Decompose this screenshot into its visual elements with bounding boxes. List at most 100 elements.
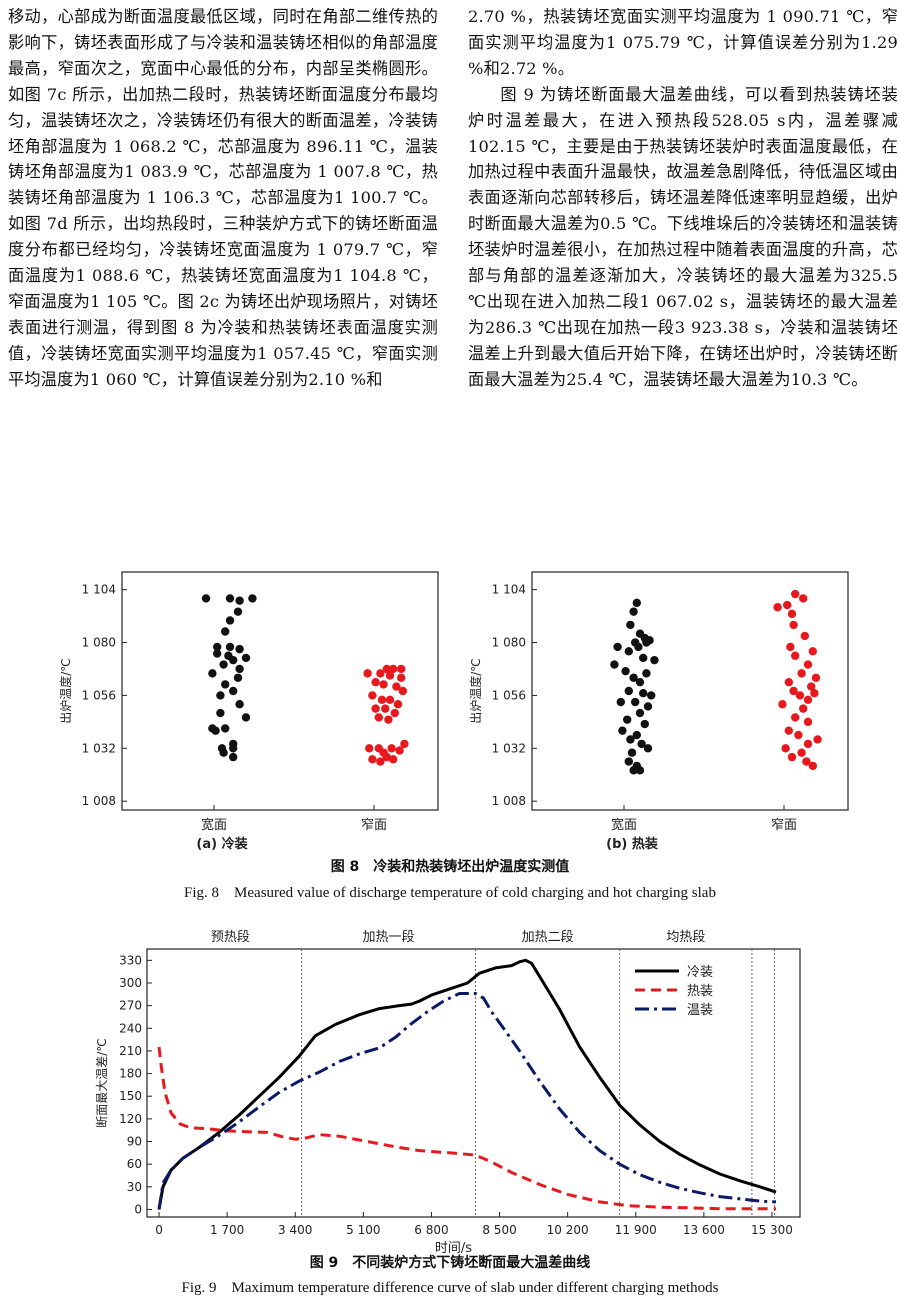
- data-point: [225, 642, 235, 652]
- right-text-column: 2.70 %，热装铸坯宽面实测平均温度为 1 090.71 ℃，窄面实测平均温度…: [468, 4, 898, 393]
- x-tick-label: 1 700: [210, 1223, 244, 1237]
- y-tick-label: 90: [127, 1135, 142, 1149]
- fig9-caption-zh: 图 9 不同装炉方式下铸坯断面最大温差曲线: [309, 1255, 591, 1271]
- data-point: [235, 596, 244, 605]
- y-axis-label: 出炉温度/℃: [58, 658, 73, 724]
- data-point: [797, 748, 806, 757]
- data-point: [803, 660, 813, 669]
- data-point: [389, 664, 398, 674]
- data-point: [397, 664, 406, 674]
- y-tick-label: 1 104: [82, 583, 116, 597]
- data-point: [395, 746, 404, 755]
- data-point: [385, 671, 395, 680]
- data-point: [787, 609, 797, 619]
- data-point: [225, 616, 235, 625]
- fig9-line-chart: 预热段 加热一段 加热二段 均热段 0 30 60 90 120 150 180 210 240 270 3…: [94, 930, 801, 1254]
- data-point: [629, 766, 638, 775]
- data-point: [621, 666, 630, 676]
- x-tick-label: 宽面: [201, 817, 227, 833]
- data-point: [786, 642, 795, 652]
- y-tick-label: 1 032: [82, 741, 116, 755]
- data-point: [643, 744, 653, 753]
- data-point: [799, 594, 808, 603]
- data-point: [813, 735, 822, 744]
- data-point: [778, 700, 787, 709]
- data-point: [368, 691, 377, 700]
- data-point: [229, 655, 238, 665]
- data-point: [808, 761, 817, 771]
- data-point: [384, 715, 393, 724]
- data-point: [229, 752, 238, 762]
- data-point: [398, 686, 407, 696]
- data-point: [807, 682, 816, 691]
- data-point: [624, 757, 633, 766]
- y-tick-label: 1 008: [492, 794, 526, 808]
- data-point: [216, 708, 225, 718]
- data-point: [225, 594, 235, 603]
- x-tick-label: 窄面: [771, 817, 797, 833]
- data-point: [635, 677, 645, 687]
- y-tick-label: 1 056: [492, 688, 526, 702]
- x-axis-label: 时间/s: [435, 1241, 472, 1254]
- data-point: [791, 713, 800, 722]
- y-tick-label: 1 104: [492, 583, 526, 597]
- stage-label: 加热一段: [363, 930, 415, 945]
- data-point: [248, 594, 257, 603]
- stage-label: 加热二段: [522, 930, 574, 945]
- data-point: [387, 744, 396, 753]
- data-point: [235, 700, 244, 709]
- data-point: [803, 739, 813, 749]
- paragraph: 图 9 为铸坯断面最大温差曲线，可以看到热装铸坯装炉时温差最大，在进入预热段52…: [468, 84, 898, 389]
- data-point: [400, 739, 409, 749]
- data-point: [208, 669, 217, 678]
- data-point: [783, 600, 792, 610]
- data-point: [784, 677, 793, 687]
- plot-frame: [121, 571, 439, 811]
- data-point: [629, 607, 638, 616]
- data-point: [221, 680, 230, 689]
- data-point: [791, 589, 800, 599]
- stage-label: 均热段: [666, 930, 705, 945]
- data-point: [624, 647, 633, 656]
- data-point: [211, 726, 220, 735]
- x-tick-label: 13 600: [683, 1223, 725, 1237]
- data-point: [623, 715, 632, 724]
- data-point: [389, 755, 398, 764]
- paragraph: 2.70 %，热装铸坯宽面实测平均温度为 1 090.71 ℃，窄面实测平均温度…: [468, 7, 898, 78]
- fig8-caption-en: Fig. 8 Measured value of discharge tempe…: [184, 885, 716, 901]
- data-point: [390, 708, 399, 718]
- legend-label: 冷装: [687, 965, 713, 980]
- y-tick-label: 300: [119, 976, 142, 990]
- data-point: [773, 603, 782, 612]
- data-point: [629, 673, 638, 682]
- y-tick-label: 180: [119, 1067, 142, 1081]
- data-point: [616, 697, 625, 707]
- data-point: [201, 594, 211, 603]
- data-point: [639, 689, 648, 698]
- y-tick-label: 1 032: [492, 741, 526, 755]
- data-point: [632, 598, 641, 608]
- y-tick-label: 120: [119, 1112, 142, 1126]
- data-point: [610, 660, 619, 669]
- y-tick-label: 1 056: [82, 688, 116, 702]
- data-point: [392, 682, 401, 691]
- data-point: [233, 673, 243, 682]
- stage-label: 预热段: [211, 930, 250, 945]
- y-tick-label: 1 080: [82, 636, 116, 650]
- data-point: [233, 607, 243, 616]
- data-point: [627, 748, 637, 757]
- data-point: [643, 702, 653, 711]
- data-point: [637, 739, 646, 749]
- data-point: [376, 669, 385, 678]
- data-point: [377, 695, 387, 705]
- data-point: [632, 730, 641, 740]
- data-point: [379, 680, 388, 689]
- data-point: [221, 627, 230, 636]
- x-tick-label: 15 300: [751, 1223, 793, 1237]
- data-point: [810, 689, 819, 698]
- data-point: [213, 642, 222, 652]
- data-point: [799, 704, 808, 713]
- x-tick-label: 5 100: [346, 1223, 380, 1237]
- y-tick-label: 240: [119, 1021, 142, 1035]
- data-point: [794, 730, 803, 740]
